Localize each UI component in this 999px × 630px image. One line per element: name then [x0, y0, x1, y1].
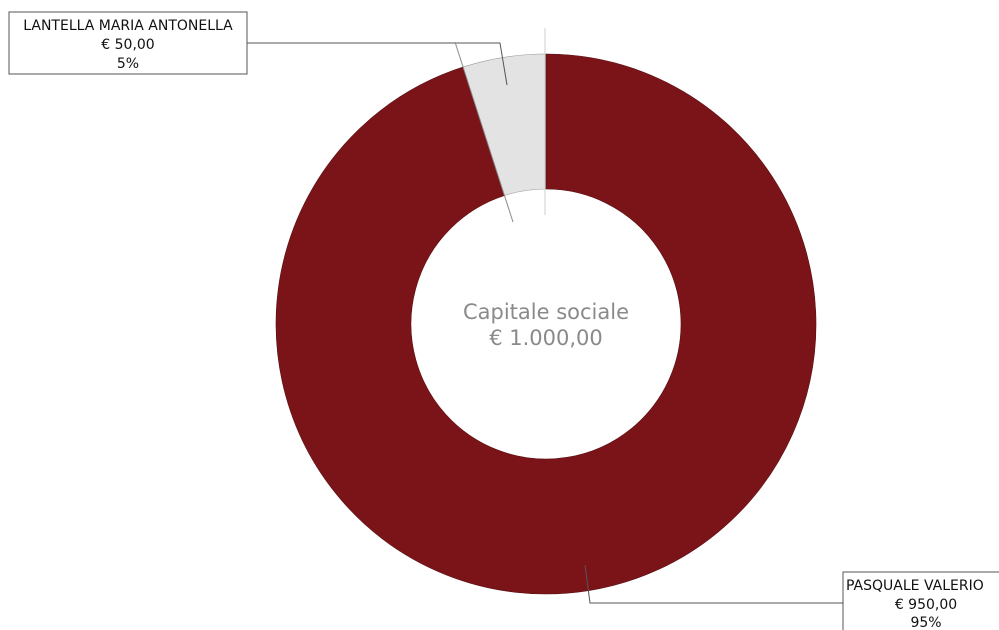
callout-percent-lantella: 5% — [117, 56, 139, 72]
callout-name-pasquale: PASQUALE VALERIO — [846, 578, 984, 594]
callout-value-pasquale: € 950,00 — [895, 597, 957, 613]
donut-slices — [275, 53, 817, 595]
callout-leader-lantella — [247, 42, 508, 86]
center-label-total: € 1.000,00 — [489, 326, 603, 350]
donut-slice-pasquale-valerio — [275, 53, 817, 595]
callout-box-pasquale — [842, 571, 999, 630]
callout-percent-pasquale: 95% — [910, 615, 941, 630]
callout-name-lantella: LANTELLA MARIA ANTONELLA — [23, 18, 233, 34]
callout-box-lantella — [8, 11, 248, 75]
callout-value-lantella: € 50,00 — [101, 37, 154, 53]
callout-leader-lantella-cut — [454, 41, 514, 223]
callout-leader-pasquale — [584, 564, 843, 604]
center-label-title: Capitale sociale — [463, 300, 629, 324]
